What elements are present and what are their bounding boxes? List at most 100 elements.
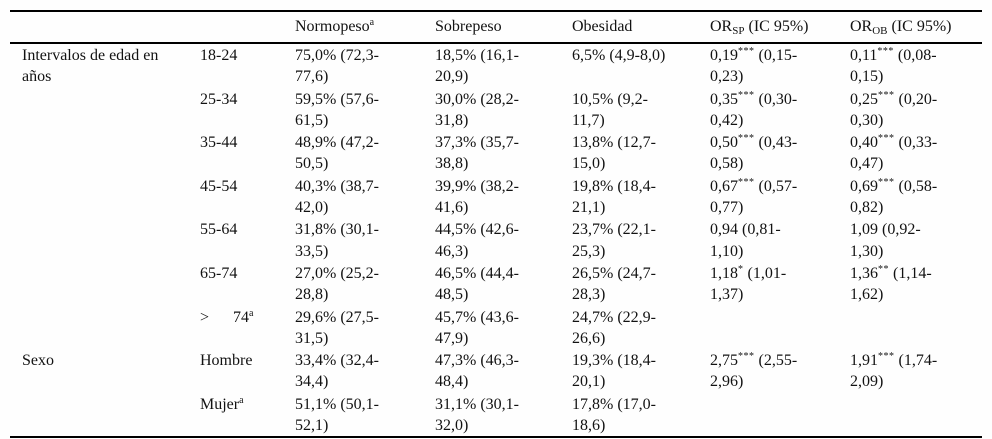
cell-text: 30,0% (28,2- 31,8) (435, 90, 519, 129)
cell-text: 46,5% (44,4- 48,5) (435, 264, 519, 304)
table-row: Sexo Hombre 33,4% (32,4- 34,4) 47,3% (46,3-… (10, 349, 982, 393)
table-row: 35-44 48,9% (47,2- 50,5) 37,3% (35,7- 38,8… (10, 131, 982, 175)
sobrepeso-cell: 31,1% (30,1- 32,0) (435, 393, 572, 438)
cell-text: 44,5% (42,6- 46,3) (435, 221, 519, 260)
row-group-cell: Intervalos de edad en años (10, 43, 200, 88)
superscript-marker: *** (738, 133, 755, 145)
or-ob-cell: 1,91*** (1,74- 2,09) (850, 349, 982, 393)
or-sp-cell: 0,94 (0,81- 1,10) (710, 218, 850, 262)
or-sp-cell: 2,75*** (2,55- 2,96) (710, 349, 850, 393)
row-group-header (10, 11, 200, 43)
row-group-cell (10, 175, 200, 219)
cell-text: 31,8% (30,1- 33,5) (295, 221, 379, 260)
cell-text: 0,25 (850, 90, 878, 108)
obesidad-header: Obesidad (572, 11, 710, 43)
cell-text: (1,74- 2,09) (850, 352, 938, 391)
cell-text: 31,1% (30,1- 32,0) (435, 395, 519, 435)
or-ob-cell (850, 393, 982, 438)
cell-text: 23,7% (22,1- 25,3) (572, 221, 656, 260)
cell-text: 6,5% (4,9-8,0) (572, 47, 666, 64)
row-label-cell: > 74a (200, 306, 295, 350)
or-sp-cell (710, 393, 850, 438)
superscript-marker: *** (878, 351, 895, 363)
normopeso-cell: 31,8% (30,1- 33,5) (295, 218, 435, 262)
cell-text: 17,8% (17,0- 18,6) (572, 395, 656, 435)
or-ob-header: OROB (IC 95%) (850, 11, 982, 43)
sobrepeso-cell: 46,5% (44,4- 48,5) (435, 262, 572, 306)
cell-text: 0,50 (710, 134, 738, 152)
obesidad-cell: 24,7% (22,9- 26,6) (572, 306, 710, 350)
cell-text: 35-44 (200, 134, 238, 152)
or-sp-cell (710, 306, 850, 350)
cell-text: 27,0% (25,2- 28,8) (295, 264, 379, 304)
cell-text: 19,3% (18,4- 20,1) (572, 352, 656, 391)
cell-text: 0,19 (710, 47, 738, 64)
superscript-marker: * (738, 263, 744, 275)
superscript-marker: *** (738, 46, 755, 57)
or-ob-cell: 0,25*** (0,20- 0,30) (850, 88, 982, 132)
or-ob-cell: 1,09 (0,92- 1,30) (850, 218, 982, 262)
row-group-cell: Sexo (10, 349, 200, 393)
or-sp-header: ORSP (IC 95%) (710, 11, 850, 43)
row-label-cell: 65-74 (200, 262, 295, 306)
cell-text: 51,1% (50,1- 52,1) (295, 395, 379, 435)
cell-text: 29,6% (27,5- 31,5) (295, 308, 379, 347)
cell-text: 2,75 (710, 352, 738, 370)
cell-text: 37,3% (35,7- 38,8) (435, 134, 519, 173)
or-ob-cell (850, 306, 982, 350)
or-sp-cell: 1,18* (1,01- 1,37) (710, 262, 850, 306)
cell-text: 1,91 (850, 352, 878, 370)
cell-text: (0,57- 0,77) (710, 177, 798, 217)
row-group-cell (10, 88, 200, 132)
cell-text: 75,0% (72,3- 77,6) (295, 47, 379, 86)
or-sp-cell: 0,35*** (0,30- 0,42) (710, 88, 850, 132)
cell-text: (0,30- 0,42) (710, 90, 798, 129)
sobrepeso-cell: 47,3% (46,3- 48,4) (435, 349, 572, 393)
cell-text: (0,43- 0,58) (710, 134, 798, 173)
table-row: 65-74 27,0% (25,2- 28,8) 46,5% (44,4- 48,5… (10, 262, 982, 306)
cell-text: 0,40 (850, 134, 878, 152)
cell-text: OR (710, 18, 733, 36)
cell-text: (IC 95%) (887, 18, 952, 36)
row-label-cell: Mujera (200, 393, 295, 438)
row-label-cell: 45-54 (200, 175, 295, 219)
sobrepeso-cell: 18,5% (16,1- 20,9) (435, 43, 572, 88)
cell-text: (0,33- 0,47) (850, 134, 938, 173)
cell-text: 13,8% (12,7- 15,0) (572, 134, 656, 173)
results-table: Normopesoa Sobrepeso Obesidad ORSP (IC 95%)… (10, 10, 982, 438)
superscript-marker: a (239, 394, 245, 406)
cell-text: Obesidad (572, 18, 633, 36)
sobrepeso-cell: 44,5% (42,6- 46,3) (435, 218, 572, 262)
cell-text: 19,8% (18,4- 21,1) (572, 177, 656, 217)
normopeso-cell: 33,4% (32,4- 34,4) (295, 349, 435, 393)
table-row: Intervalos de edad en años 18-24 75,0% (72… (10, 43, 982, 88)
superscript-marker: *** (878, 89, 895, 101)
cell-text: 0,94 (0,81- 1,10) (710, 221, 781, 260)
superscript-marker: a (249, 307, 254, 319)
subscript-label: OB (872, 25, 888, 38)
cell-text: 1,36 (850, 264, 878, 282)
cell-text: (2,55- 2,96) (710, 352, 798, 391)
or-sp-cell: 0,67*** (0,57- 0,77) (710, 175, 850, 219)
cell-text: Sobrepeso (435, 18, 502, 36)
row-group-cell (10, 131, 200, 175)
superscript-marker: *** (738, 89, 755, 101)
cell-text: 10,5% (9,2- 11,7) (572, 90, 648, 129)
normopeso-cell: 59,5% (57,6- 61,5) (295, 88, 435, 132)
row-label-cell: 25-34 (200, 88, 295, 132)
normopeso-cell: 51,1% (50,1- 52,1) (295, 393, 435, 438)
cell-text: 0,67 (710, 177, 738, 195)
cell-text: 40,3% (38,7- 42,0) (295, 177, 379, 217)
cell-text: Sexo (22, 352, 54, 370)
cell-text: (0,08- 0,15) (850, 47, 937, 86)
sobrepeso-cell: 39,9% (38,2- 41,6) (435, 175, 572, 219)
table-row: > 74a 29,6% (27,5- 31,5) 45,7% (43,6- 47,9… (10, 306, 982, 350)
obesidad-cell: 26,5% (24,7- 28,3) (572, 262, 710, 306)
row-label-cell: Hombre (200, 349, 295, 393)
table-row: 25-34 59,5% (57,6- 61,5) 30,0% (28,2- 31,8… (10, 88, 982, 132)
row-group-cell (10, 306, 200, 350)
table-row: Mujera 51,1% (50,1- 52,1) 31,1% (30,1- 32,… (10, 393, 982, 438)
table-row: 45-54 40,3% (38,7- 42,0) 39,9% (38,2- 41,6… (10, 175, 982, 219)
sobrepeso-cell: 30,0% (28,2- 31,8) (435, 88, 572, 132)
obesidad-cell: 19,8% (18,4- 21,1) (572, 175, 710, 219)
